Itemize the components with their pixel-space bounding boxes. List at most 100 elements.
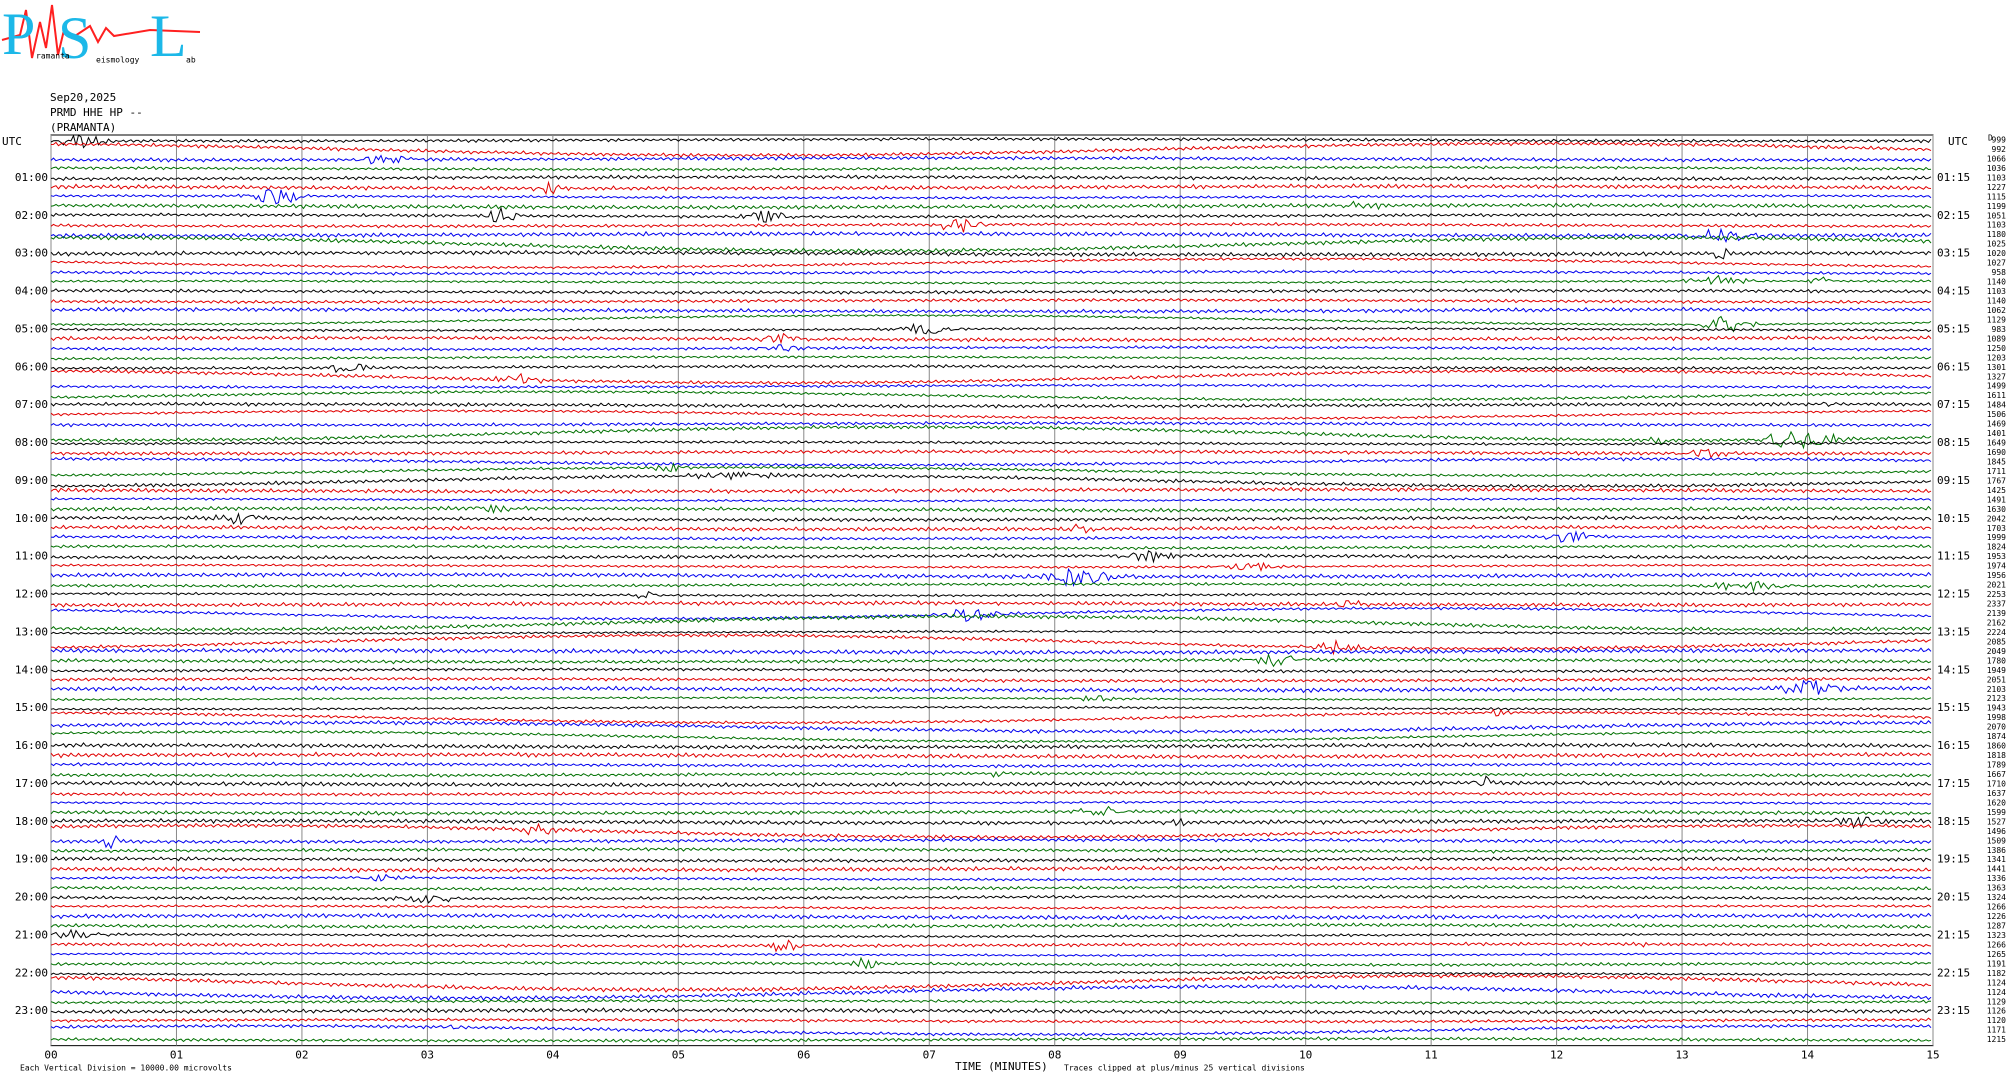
- clip-value: 1506: [1987, 410, 2006, 419]
- trace: [50, 363, 1932, 374]
- clip-value: 1227: [1987, 183, 2006, 192]
- trace: [50, 420, 1932, 428]
- right-time-label: 04:15: [1937, 285, 1970, 298]
- trace: [50, 904, 1932, 911]
- trace: [50, 503, 1932, 515]
- clip-value: 1710: [1987, 779, 2006, 788]
- x-tick-label: 10: [1299, 1049, 1312, 1062]
- logo-word: ab: [186, 56, 196, 65]
- trace: [50, 401, 1932, 409]
- left-time-label: 08:00: [15, 436, 48, 449]
- clip-value: 1089: [1987, 334, 2006, 343]
- left-time-label: 06:00: [15, 360, 48, 373]
- trace: [50, 141, 1932, 158]
- right-time-label: 19:15: [1937, 853, 1970, 866]
- trace: [50, 439, 1932, 447]
- right-time-label: 13:15: [1937, 625, 1970, 638]
- right-time-label: 08:15: [1937, 436, 1970, 449]
- trace: [50, 462, 1932, 478]
- date: Sep20,2025: [50, 91, 116, 104]
- right-time-label: 09:15: [1937, 474, 1970, 487]
- trace: [50, 676, 1932, 684]
- trace: [50, 912, 1932, 921]
- clip-value: 2337: [1987, 600, 2006, 609]
- x-tick-label: 11: [1425, 1049, 1438, 1062]
- clip-value: 2051: [1987, 675, 2006, 684]
- trace: [50, 846, 1932, 854]
- trace: [50, 719, 1932, 735]
- trace: [50, 180, 1932, 196]
- logo-letter: S: [58, 5, 91, 71]
- trace: [50, 629, 1932, 636]
- clip-value: 1363: [1987, 884, 2006, 893]
- trace: [50, 567, 1932, 588]
- right-time-label: 21:15: [1937, 928, 1970, 941]
- left-time-label: 17:00: [15, 777, 48, 790]
- clip-value: 1120: [1987, 1016, 2006, 1025]
- clip-value: 1341: [1987, 855, 2006, 864]
- right-time-label: 16:15: [1937, 739, 1970, 752]
- left-time-label: 04:00: [15, 285, 48, 298]
- trace: [50, 822, 1932, 840]
- clip-value: 2021: [1987, 581, 2006, 590]
- clip-value: 1690: [1987, 448, 2006, 457]
- trace: [51, 368, 1932, 386]
- trace: [50, 218, 1932, 233]
- trace: [50, 835, 1932, 850]
- time-axis-title: TIME (MINUTES): [955, 1060, 1048, 1073]
- scale-note: Each Vertical Division = 10000.00 microv…: [20, 1064, 232, 1073]
- trace: [50, 344, 1932, 352]
- trace: [50, 486, 1932, 495]
- logo-squiggle: [1, 4, 201, 59]
- clip-value: 1066: [1987, 154, 2006, 163]
- trace: [50, 206, 1932, 223]
- x-tick-label: 13: [1675, 1049, 1688, 1062]
- trace: [50, 354, 1932, 361]
- left-time-label: 21:00: [15, 928, 48, 941]
- clip-value: 1323: [1987, 931, 2006, 940]
- right-time-label: 02:15: [1937, 209, 1970, 222]
- trace: [50, 632, 1932, 656]
- trace: [50, 543, 1932, 551]
- x-tick-label: 05: [672, 1049, 685, 1062]
- clip-value: 1956: [1987, 571, 2006, 580]
- trace: [50, 306, 1932, 315]
- clip-value: 1226: [1987, 912, 2006, 921]
- clip-value: 1025: [1987, 240, 2006, 249]
- clip-value: 1611: [1987, 391, 2006, 400]
- clip-value: 1386: [1987, 846, 2006, 855]
- right-time-label: 18:15: [1937, 815, 1970, 828]
- trace: [50, 200, 1932, 211]
- clip-value: 983: [1992, 325, 2007, 334]
- trace: [50, 134, 1932, 149]
- clip-value: 2253: [1987, 590, 2006, 599]
- left-axis-title: UTC: [2, 135, 22, 148]
- clip-value: 1874: [1987, 732, 2006, 741]
- clip-value: 1469: [1987, 420, 2006, 429]
- x-tick-label: 08: [1048, 1049, 1061, 1062]
- right-time-label: 22:15: [1937, 966, 1970, 979]
- clip-value: 1767: [1987, 476, 2006, 485]
- trace: [50, 856, 1932, 864]
- clip-value: 1999: [1987, 533, 2006, 542]
- clip-value: 1180: [1987, 230, 2006, 239]
- left-time-label: 18:00: [15, 815, 48, 828]
- x-tick-label: 15: [1926, 1049, 1939, 1062]
- trace: [50, 667, 1932, 674]
- trace: [50, 1036, 1932, 1043]
- clip-value: 1484: [1987, 401, 2006, 410]
- clip-value: 1780: [1987, 656, 2006, 665]
- logo-letter: P: [2, 1, 35, 67]
- clip-value: 1491: [1987, 495, 2006, 504]
- trace: [50, 530, 1932, 544]
- trace: [50, 970, 1932, 977]
- trace: [50, 274, 1932, 286]
- clip-value: 1336: [1987, 874, 2006, 883]
- x-tick-label: 07: [923, 1049, 936, 1062]
- clip-value: 958: [1992, 268, 2007, 277]
- left-time-label: 22:00: [15, 966, 48, 979]
- trace: [50, 456, 1932, 468]
- trace: [50, 973, 1932, 993]
- clip-value: 1140: [1987, 296, 2006, 305]
